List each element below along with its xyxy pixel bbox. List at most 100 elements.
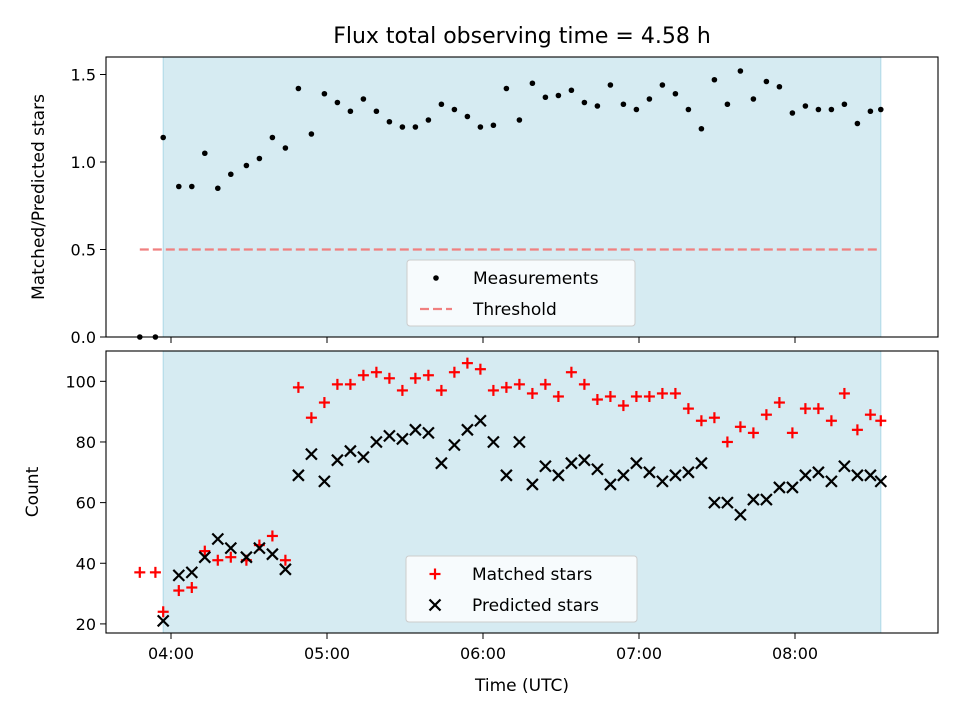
measurement-point [568, 87, 575, 94]
measurement-point [490, 122, 497, 129]
predicted-star-point [409, 423, 422, 437]
count-panel-frame [105, 350, 939, 634]
count-legend: Matched stars Predicted stars [405, 555, 638, 623]
legend-label-predicted: Predicted stars [472, 596, 599, 616]
matched-star-point [875, 415, 887, 427]
predicted-star-point [396, 432, 409, 446]
measurement-point [698, 125, 705, 132]
measurement-point [828, 106, 835, 113]
matched-star-point [695, 415, 707, 427]
matched-star-point [383, 372, 395, 384]
measurement-point [763, 78, 770, 85]
predicted-star-point [240, 550, 253, 564]
measurement-point [425, 117, 432, 123]
predicted-star-point [487, 435, 500, 449]
matched-star-point [422, 369, 434, 381]
matched-star-point [786, 427, 798, 439]
predicted-star-point [578, 453, 591, 467]
predicted-star-point [708, 496, 721, 509]
x-tick-label: 05:00 [304, 644, 350, 663]
predicted-star-point [682, 466, 695, 479]
predicted-star-point [760, 493, 773, 506]
matched-star-point [212, 554, 224, 566]
x-tick-label: 08:00 [772, 644, 818, 663]
legend-label-matched: Matched stars [472, 565, 592, 585]
predicted-star-point [786, 481, 799, 494]
y-tick-label: 0.0 [71, 328, 96, 347]
matched-star-point [435, 384, 447, 396]
measurement-point [399, 124, 406, 130]
measurement-point [516, 117, 523, 123]
predicted-star-point [253, 541, 266, 555]
y-tick-label: 1.5 [71, 66, 96, 85]
matched-star-point [773, 397, 785, 409]
measurement-point [594, 103, 601, 109]
predicted-star-point [344, 444, 357, 458]
predicted-star-point [422, 426, 435, 440]
measurement-point [802, 103, 809, 109]
measurement-point [269, 134, 276, 141]
predicted-star-point [383, 429, 396, 443]
predicted-star-point [799, 469, 812, 482]
predicted-star-point [448, 438, 461, 452]
legend-box [406, 259, 636, 327]
y-tick-label: 1.0 [71, 153, 96, 172]
predicted-star-point [838, 459, 851, 473]
matched-star-point [682, 403, 694, 415]
measurement-point [724, 101, 731, 108]
matched-star-point [513, 378, 525, 390]
chart-title: Flux total observing time = 4.58 h [333, 24, 711, 49]
predicted-star-point [747, 493, 760, 506]
y-tick-label: 80 [76, 433, 96, 452]
predicted-star-point [305, 447, 318, 461]
matched-star-point [448, 366, 460, 378]
predicted-star-point [851, 469, 864, 482]
measurement-point [878, 106, 884, 113]
matched-star-point [461, 357, 473, 369]
count-panel: 20 40 60 80 100 04:00 05:00 06:00 07:00 08:00 Cou… [23, 350, 939, 696]
measurement-point [215, 185, 221, 192]
measurement-point [672, 90, 679, 97]
predicted-star-point [773, 481, 786, 494]
measurement-point [750, 96, 757, 102]
matched-star-point [318, 397, 330, 409]
matched-star-point [134, 566, 146, 578]
matched-star-point [173, 585, 185, 597]
y-tick-label: 0.5 [71, 241, 96, 260]
matched-star-point [500, 381, 512, 393]
measurement-point [854, 120, 861, 127]
predicted-star-point [513, 435, 526, 449]
predicted-star-point [292, 469, 305, 482]
matched-star-point [526, 387, 538, 399]
predicted-star-point [526, 478, 539, 491]
predicted-star-point [211, 532, 225, 546]
predicted-star-point [185, 566, 199, 579]
matched-star-point [838, 387, 850, 399]
measurement-point [451, 106, 458, 113]
measurement-point [412, 124, 419, 130]
matched-star-point [656, 387, 668, 399]
matched-star-point [825, 415, 837, 427]
measurement-point [464, 113, 471, 120]
measurement-point [308, 131, 315, 137]
matched-star-point [799, 403, 811, 415]
matched-star-point [305, 412, 317, 424]
matched-star-point [149, 566, 161, 578]
predicted-star-point [721, 496, 734, 509]
predicted-star-point [812, 466, 825, 479]
predicted-star-point [630, 456, 643, 470]
predicted-star-point [695, 456, 708, 470]
measurement-point [685, 106, 692, 113]
predicted-star-point [357, 450, 370, 464]
measurement-point [789, 110, 796, 116]
predicted-star-point [331, 453, 344, 467]
measurement-point [360, 96, 367, 102]
predicted-star-point [224, 541, 238, 555]
predicted-star-point [461, 423, 474, 437]
predicted-star-point [552, 469, 565, 482]
ratio-y-axis-label: Matched/Predicted stars [29, 94, 49, 300]
matched-star-point [539, 378, 551, 390]
matched-star-point [565, 366, 577, 378]
matched-star-point [760, 409, 772, 421]
measurement-point [867, 108, 874, 115]
